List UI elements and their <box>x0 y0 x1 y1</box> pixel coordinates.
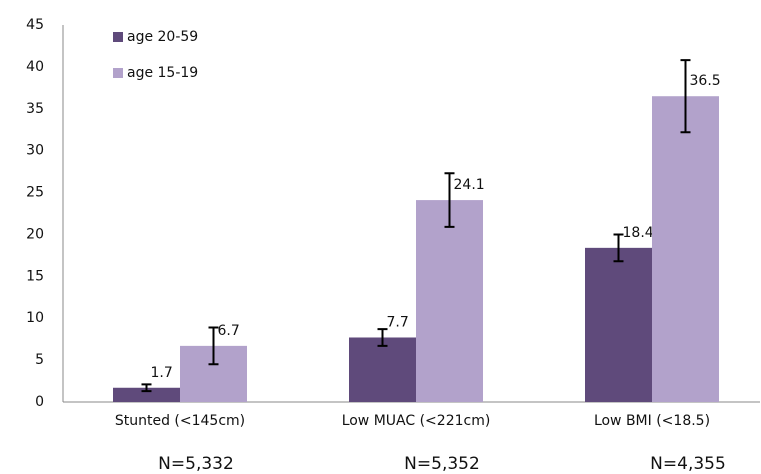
y-tick-label: 0 <box>35 394 44 410</box>
error-bar <box>141 383 152 393</box>
data-label: 1.7 <box>151 365 173 381</box>
y-tick-label: 5 <box>35 352 44 368</box>
annotation: N=4,355 <box>650 454 726 474</box>
y-tick-label: 15 <box>26 268 44 284</box>
error-bar <box>377 328 388 347</box>
x-tick-label: Low BMI (<18.5) <box>594 413 710 429</box>
bar <box>416 200 483 402</box>
y-tick-label: 10 <box>26 310 44 326</box>
bar <box>585 247 652 402</box>
data-label: 6.7 <box>218 323 240 339</box>
bar <box>349 337 416 402</box>
data-label: 24.1 <box>454 177 485 193</box>
y-tick-label: 25 <box>26 185 44 201</box>
y-tick-label: 35 <box>26 101 44 117</box>
error-bar <box>208 326 219 366</box>
legend-label: age 20-59 <box>127 29 198 45</box>
legend-swatch <box>113 32 123 42</box>
error-bar <box>613 233 624 263</box>
error-bar <box>444 172 455 228</box>
bar <box>652 96 719 402</box>
legend-label: age 15-19 <box>127 65 198 81</box>
y-tick-label: 40 <box>26 59 44 75</box>
y-tick-label: 30 <box>26 143 44 159</box>
legend-swatch <box>113 68 123 78</box>
error-bar <box>680 59 691 134</box>
data-label: 36.5 <box>690 73 721 89</box>
bar <box>113 387 180 402</box>
data-label: 18.4 <box>623 225 654 241</box>
x-tick-label: Low MUAC (<221cm) <box>342 413 491 429</box>
annotation: N=5,352 <box>404 454 480 474</box>
data-label: 7.7 <box>387 314 409 330</box>
y-tick-label: 45 <box>26 17 44 33</box>
y-tick-label: 20 <box>26 226 44 242</box>
annotation: N=5,332 <box>158 454 234 474</box>
x-tick-label: Stunted (<145cm) <box>115 413 245 429</box>
